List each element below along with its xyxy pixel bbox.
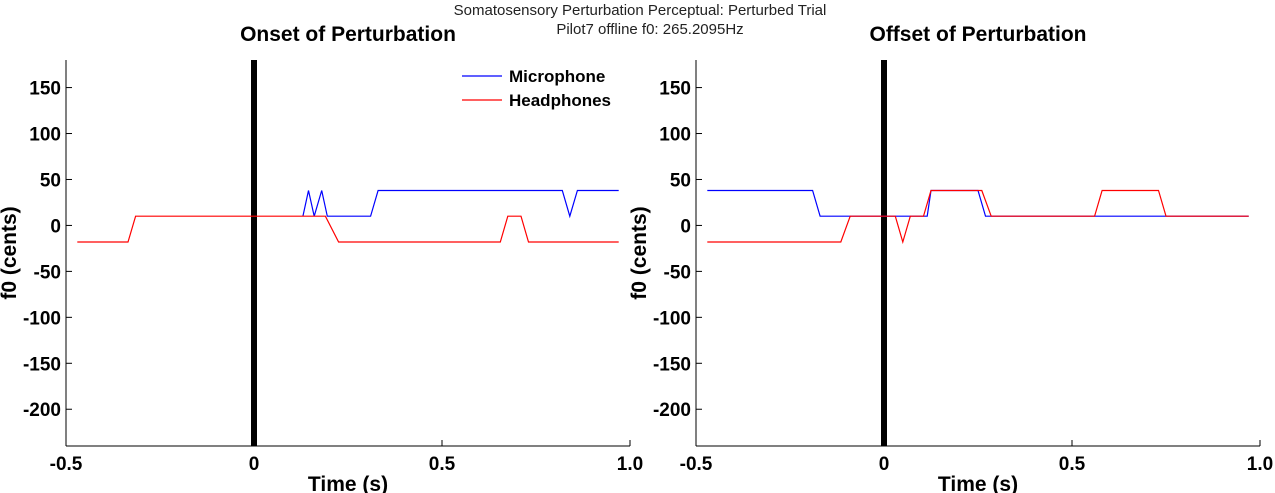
offset-x-tick-label: -0.5	[680, 454, 713, 475]
offset-series-headphones-line	[707, 189, 1249, 245]
offset-y-tick-label: 150	[659, 79, 691, 100]
legend-label-microphone: Microphone	[509, 67, 605, 86]
onset-y-tick-label: 150	[29, 79, 61, 100]
offset-y-tick-label: -50	[664, 262, 691, 283]
offset-series-microphone-line	[707, 189, 1249, 217]
offset-y-tick-label: -200	[653, 400, 691, 421]
offset-x-tick-label: 1.0	[1247, 454, 1273, 475]
figure-title-line2: Pilot7 offline f0: 265.2095Hz	[556, 21, 743, 38]
onset-y-tick-label: -50	[34, 262, 61, 283]
onset-series-headphones-line	[77, 215, 619, 243]
onset-x-tick-label: 0	[249, 454, 260, 475]
offset-x-tick-label: 0.5	[1059, 454, 1086, 475]
onset-y-tick-label: 50	[40, 170, 61, 191]
figure-title-line1: Somatosensory Perturbation Perceptual: P…	[454, 2, 827, 19]
onset-x-tick-label: 1.0	[617, 454, 643, 475]
onset-y-tick-label: -150	[23, 354, 61, 375]
offset-x-axis-label: Time (s)	[938, 473, 1018, 493]
offset-x-tick-label: 0	[879, 454, 890, 475]
onset-series-microphone-line	[302, 189, 619, 219]
onset-x-tick-label: -0.5	[50, 454, 83, 475]
offset-y-tick-label: 50	[670, 170, 691, 191]
offset-y-tick-label: -100	[653, 308, 691, 329]
offset-y-axis-label: f0 (cents)	[628, 206, 651, 299]
onset-y-tick-label: -200	[23, 400, 61, 421]
onset-y-tick-label: -100	[23, 308, 61, 329]
offset-chart: Offset of Perturbation -0.5 0 0.5 1.0 150 100 5…	[628, 23, 1273, 493]
offset-y-tick-label: 100	[659, 125, 691, 146]
onset-y-tick-label: 100	[29, 125, 61, 146]
onset-x-tick-label: 0.5	[429, 454, 456, 475]
onset-y-axis-label: f0 (cents)	[0, 206, 21, 299]
onset-chart: Onset of Perturbation -0.5 0 0.5 1.0 150 100 50…	[0, 23, 643, 493]
onset-chart-title: Onset of Perturbation	[240, 23, 456, 46]
onset-x-axis-label: Time (s)	[308, 473, 388, 493]
offset-y-tick-label: -150	[653, 354, 691, 375]
legend-label-headphones: Headphones	[509, 91, 611, 110]
offset-chart-title: Offset of Perturbation	[869, 23, 1086, 46]
onset-y-tick-label: 0	[50, 216, 61, 237]
offset-y-tick-label: 0	[680, 216, 691, 237]
